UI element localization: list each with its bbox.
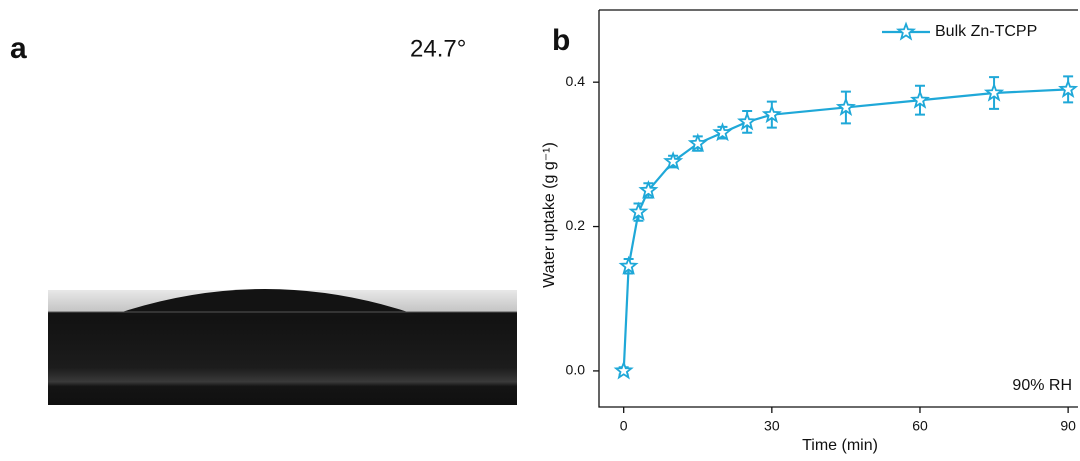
x-tick-label: 60 (912, 418, 928, 434)
y-axis-label: Water uptake (g g⁻¹) (541, 142, 558, 288)
panel-label: b (552, 24, 570, 57)
marker (737, 111, 758, 131)
annotation: 90% RH (1012, 377, 1072, 394)
marker (1058, 78, 1079, 98)
y-tick-label: 0.0 (566, 362, 586, 378)
marker (687, 132, 708, 153)
legend-label: Bulk Zn-TCPP (935, 23, 1037, 40)
marker (628, 201, 649, 221)
legend-marker (895, 21, 917, 41)
x-axis-label: Time (min) (802, 437, 878, 454)
marker (712, 122, 733, 142)
marker (761, 104, 782, 124)
marker (663, 150, 684, 171)
marker (983, 82, 1005, 102)
axes-frame (598, 9, 1078, 408)
panel-label: a (10, 32, 27, 65)
x-tick-label: 0 (620, 418, 628, 434)
marker (613, 360, 634, 380)
y-tick-label: 0.4 (566, 73, 586, 89)
marker (909, 89, 931, 109)
marker (835, 96, 856, 116)
x-tick-label: 30 (764, 418, 780, 434)
marker (618, 255, 639, 275)
marker (638, 179, 659, 199)
series-line (622, 88, 1069, 371)
contact-angle: 24.7° (410, 35, 466, 62)
y-tick-label: 0.2 (566, 217, 586, 233)
droplet-photo (48, 289, 517, 405)
x-tick-label: 90 (1060, 418, 1076, 434)
